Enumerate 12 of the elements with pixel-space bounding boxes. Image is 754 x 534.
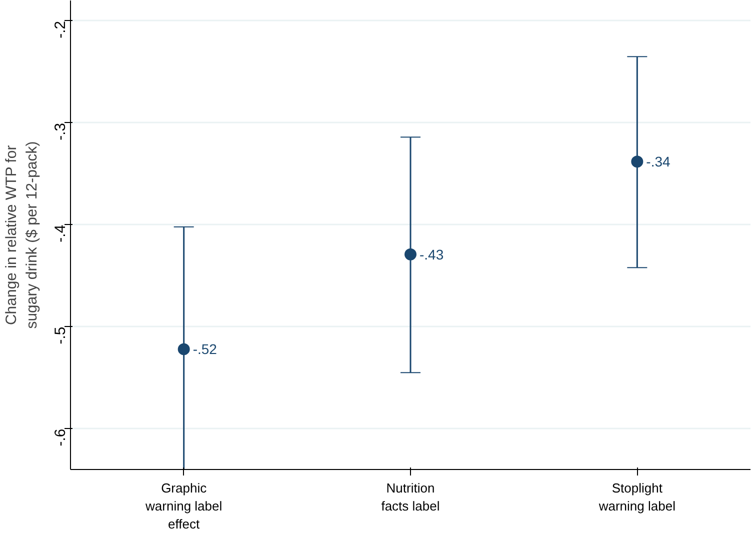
- y-tick-label: -.2: [52, 20, 69, 38]
- x-tick-label: Nutrition facts label: [381, 480, 440, 514]
- data-label: -.43: [420, 246, 444, 262]
- y-tick-label: -.5: [52, 326, 69, 344]
- x-tick-label: Stoplight warning label: [598, 480, 676, 514]
- data-label: -.52: [192, 341, 218, 358]
- data-label: -.34: [646, 154, 671, 170]
- y-tick-label: -.4: [52, 224, 69, 242]
- y-tick-label: -.3: [52, 122, 69, 140]
- x-tick-label: Graphic warning label effect: [144, 480, 222, 532]
- y-axis-title: Change in relative WTP for sugary drink ($ per 12-pack): [3, 141, 40, 329]
- y-tick-label: -.6: [52, 428, 69, 446]
